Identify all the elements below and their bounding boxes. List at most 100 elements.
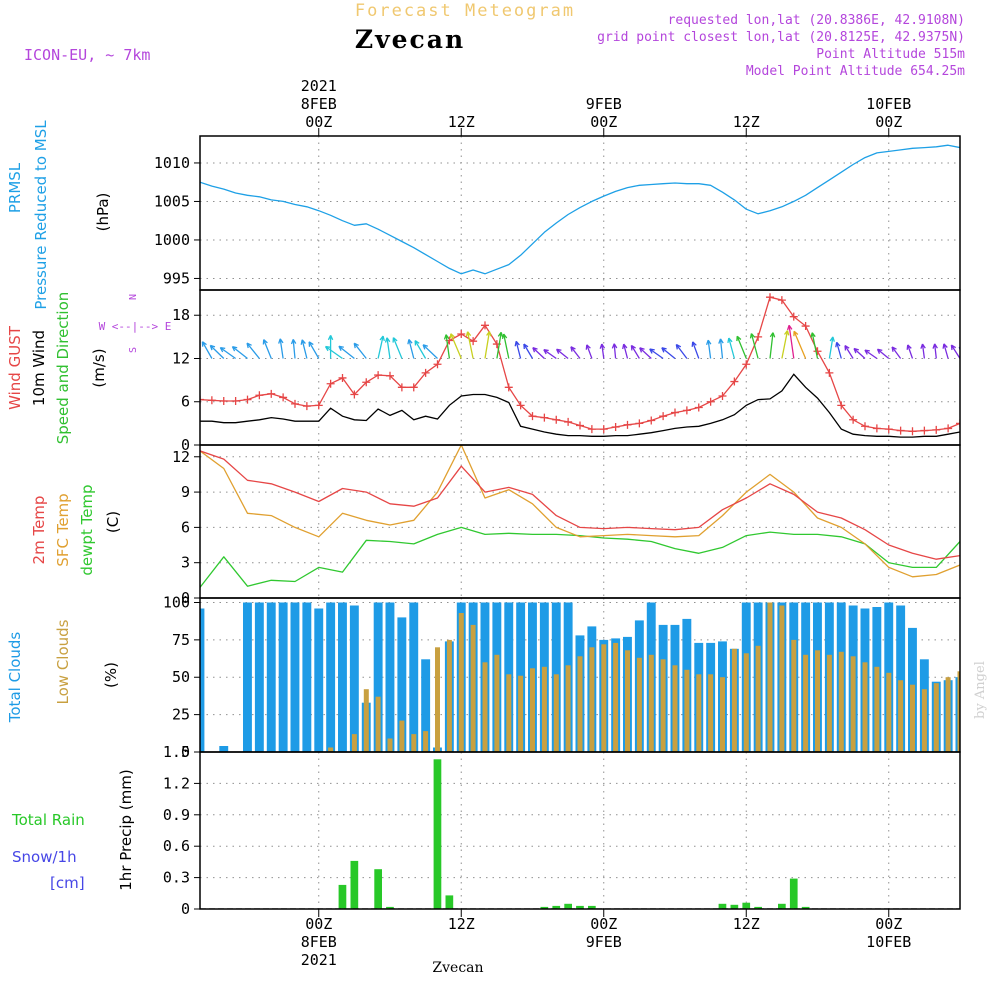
gust-marker (219, 397, 228, 406)
gust-marker (694, 403, 703, 412)
gust-marker (968, 411, 976, 419)
sfc-temp-line (200, 445, 960, 578)
low-cloud-bar (328, 747, 334, 752)
x-tick-label-bottom: 12Z (733, 915, 760, 933)
wind-direction-arrow (718, 338, 724, 359)
x-tick-label-bottom: 12Z (448, 915, 475, 933)
wind-direction-arrow (290, 338, 297, 359)
wind-direction-arrow (891, 346, 902, 359)
wind-line (200, 373, 960, 438)
gust-marker (766, 293, 774, 302)
x-tick-label-bottom: 00Z (305, 915, 332, 933)
low-cloud-bar (446, 639, 452, 752)
y-tick-label: 6 (181, 518, 190, 536)
x-tick-label-top: 8FEB (301, 95, 337, 113)
wind-direction-arrow (384, 337, 391, 359)
wind-direction-arrow (853, 347, 866, 359)
low-cloud-bar (577, 656, 583, 752)
wind-direction-arrow (705, 339, 712, 359)
precip-bars (200, 759, 960, 909)
y-tick-label: 50 (172, 668, 190, 686)
wind-direction-arrow (864, 349, 878, 360)
rain-bar (742, 902, 751, 909)
wind-direction-arrow (769, 332, 776, 359)
gust-marker (742, 360, 751, 369)
gust-marker (255, 391, 264, 400)
wind-direction-arrow (793, 330, 807, 359)
wind-direction-arrow (209, 344, 225, 359)
sfc-temp-label: SFC Temp (54, 493, 72, 566)
gust-marker (504, 383, 513, 392)
location-title: Zvecan (355, 25, 465, 54)
t2m-label: 2m Temp (30, 496, 48, 565)
wind-direction-arrow (338, 345, 355, 360)
precip-unit-label: 1hr Precip (mm) (117, 769, 135, 890)
gust-marker (587, 425, 596, 434)
x-tick-label-top: 00Z (590, 113, 617, 131)
wind-direction-arrow (835, 341, 842, 359)
y-tick-label: 1.2 (163, 774, 190, 792)
gridpoint-coords: grid point closest lon,lat (20.8125E, 42… (597, 30, 965, 45)
low-cloud-bar (755, 645, 761, 752)
low-cloud-bar (553, 674, 559, 752)
low-cloud-bar (423, 731, 429, 752)
cloud-unit-label: (%) (102, 662, 120, 688)
low-cloud-bar (399, 720, 405, 752)
total-cloud-bar (397, 617, 407, 752)
low-cloud-bar (826, 654, 832, 752)
credit: by Angel (973, 661, 988, 719)
total-cloud-bar (290, 602, 300, 752)
wind-direction-arrow (465, 331, 474, 359)
low-cloud-bar (993, 650, 998, 752)
rain-bar (433, 759, 442, 909)
gust-marker (350, 390, 359, 399)
low-cloud-bar (411, 734, 417, 752)
low-cloud-bar (506, 674, 512, 752)
wind-direction-arrow (661, 347, 676, 360)
wind-direction-arrow (556, 348, 569, 360)
wind-direction-arrow (932, 343, 938, 359)
wind-direction-arrow (246, 342, 260, 359)
low-cloud-bar (672, 665, 678, 752)
low-cloud-bar (779, 605, 785, 752)
gust-marker (481, 321, 489, 330)
y-tick-label: 995 (163, 269, 190, 287)
gust-marker (362, 378, 371, 387)
total-clouds-label: Total Clouds (6, 632, 24, 724)
low-cloud-bar (684, 669, 690, 752)
wind-direction-arrow (599, 343, 606, 359)
wind-direction-arrow (958, 346, 960, 351)
low-cloud-bar (743, 653, 749, 752)
x-tick-label-bottom: 9FEB (586, 933, 622, 951)
wind-direction-arrow (300, 339, 308, 359)
low-cloud-bar (375, 696, 381, 752)
total-cloud-bar (314, 608, 324, 752)
gust-marker (552, 415, 561, 424)
y-tick-label: 1000 (154, 231, 190, 249)
y-tick-label: 0.9 (163, 806, 190, 824)
y-tick-label: 0.3 (163, 869, 190, 887)
low-cloud-bar (708, 674, 714, 752)
wind-direction-arrow (942, 343, 949, 359)
wind-direction-arrow (981, 347, 995, 359)
product-title: Forecast Meteogram (355, 1, 575, 21)
low-cloud-bar (791, 639, 797, 752)
wind-direction-arrow (496, 331, 504, 359)
panel-frame (199, 135, 961, 291)
gust-marker (730, 377, 739, 386)
wind-direction-arrow (532, 346, 545, 359)
gust-marker (789, 312, 798, 321)
wind-direction-arrow (543, 349, 557, 360)
y-tick-label: 0 (181, 900, 190, 918)
snow-unit-legend: [cm] (50, 874, 85, 892)
gust-marker (540, 413, 549, 422)
y-tick-label: 9 (181, 483, 190, 501)
gust-marker (944, 424, 953, 433)
x-tick-label-bottom: 8FEB (301, 933, 337, 951)
gust-marker (671, 408, 679, 417)
y-tick-label: 25 (172, 706, 190, 724)
wind-direction-arrow (392, 337, 403, 359)
wind-direction-arrow (443, 334, 451, 359)
rain-bar (789, 878, 798, 909)
